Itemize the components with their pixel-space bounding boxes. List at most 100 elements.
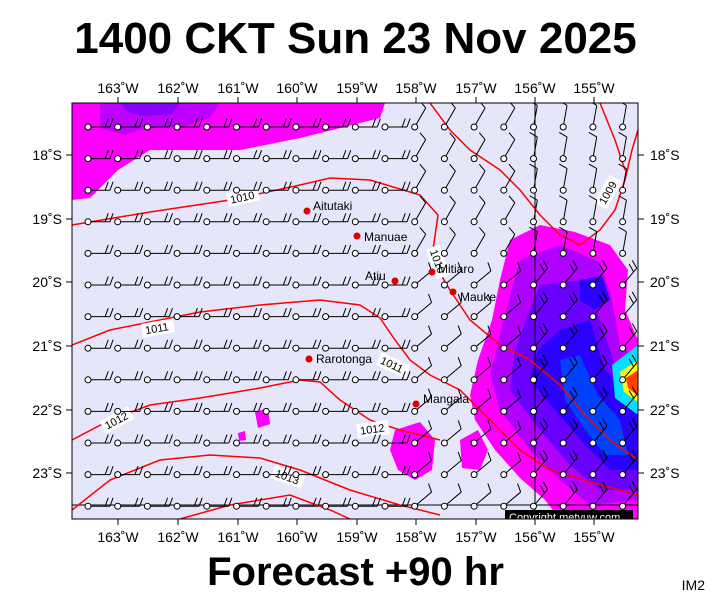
- wind-barb: [84, 149, 114, 163]
- wind-barb: [292, 434, 322, 447]
- wind-barb: [411, 163, 427, 194]
- wind-barb: [173, 244, 203, 257]
- wind-barb: [558, 226, 568, 257]
- wind-barb: [173, 149, 203, 163]
- wind-barb: [411, 293, 433, 321]
- manuae-marker: [353, 232, 361, 240]
- copyright-text: Copyright metvuw.com: [509, 512, 620, 524]
- wind-barb: [440, 195, 456, 226]
- lon-label-bottom: 158˚W: [395, 529, 437, 545]
- wind-barb: [411, 357, 433, 384]
- wind-barb: [500, 103, 516, 131]
- wind-barb: [262, 497, 292, 510]
- wind-barb: [203, 307, 233, 321]
- isobar-label-1011-a: 1011: [144, 321, 169, 337]
- lon-label-top: 160˚W: [276, 80, 318, 96]
- wind-barb: [262, 402, 292, 415]
- wind-barb: [322, 497, 352, 510]
- wind-barb: [530, 386, 549, 415]
- lon-label-bottom: 160˚W: [276, 529, 318, 545]
- wind-barb: [411, 420, 433, 447]
- wind-barb: [381, 465, 411, 479]
- wind-barb: [143, 402, 173, 415]
- wind-barb: [114, 307, 144, 321]
- wind-barb: [470, 388, 492, 415]
- wind-barb: [500, 132, 516, 163]
- wind-barb: [351, 118, 381, 131]
- wind-barb: [530, 481, 549, 510]
- wind-barb: [233, 213, 263, 226]
- wind-barb: [618, 226, 627, 257]
- wind-barb: [84, 307, 114, 321]
- wind-barb: [559, 449, 578, 479]
- wind-barb: [143, 244, 173, 257]
- wind-barb: [619, 291, 638, 321]
- wind-barb: [500, 325, 522, 352]
- wind-barb: [351, 149, 381, 163]
- wind-barb: [381, 276, 411, 289]
- wind-barb: [530, 291, 549, 321]
- wind-barb: [500, 451, 522, 479]
- wind-barb: [322, 181, 352, 194]
- lon-label-bottom: 162˚W: [157, 529, 199, 545]
- wind-barb: [470, 483, 492, 510]
- wind-barb: [233, 434, 263, 447]
- wind-barb: [173, 339, 203, 352]
- wind-barb: [84, 339, 114, 352]
- wind-barb: [203, 118, 233, 131]
- wind-barb: [322, 465, 352, 479]
- wind-barb: [470, 420, 492, 447]
- wind-barb: [411, 388, 433, 415]
- wind-barb: [292, 497, 322, 510]
- wind-barb: [114, 118, 144, 131]
- wind-barb: [470, 195, 486, 226]
- mangaia-label: Mangaia: [423, 392, 469, 406]
- wind-barb: [173, 181, 203, 194]
- isobar-label-box: [141, 318, 175, 338]
- mauke-marker: [449, 288, 457, 296]
- wind-barb: [529, 195, 538, 226]
- wind-barb: [381, 149, 411, 163]
- wind-barb: [440, 388, 462, 415]
- wind-barb: [351, 402, 381, 415]
- isobar-label-box: [356, 419, 390, 439]
- wind-barb: [440, 483, 462, 510]
- mauke-label: Mauke: [460, 290, 496, 304]
- wind-barb: [351, 276, 381, 289]
- lon-label-top: 158˚W: [395, 80, 437, 96]
- wind-barb: [292, 149, 322, 163]
- rarotonga-label: Rarotonga: [316, 352, 372, 366]
- wind-barb: [558, 131, 568, 163]
- wind-barb: [143, 371, 173, 384]
- wind-barb: [529, 163, 538, 194]
- wind-barb: [619, 260, 638, 289]
- wind-barb: [588, 163, 598, 194]
- wind-barb: [233, 149, 263, 163]
- wind-barb: [381, 118, 411, 131]
- wind-barb: [351, 213, 381, 226]
- wind-barb: [114, 339, 144, 352]
- wind-barb: [470, 325, 492, 352]
- wind-barb: [589, 418, 608, 447]
- wind-barb: [233, 465, 263, 479]
- wind-barb: [143, 213, 173, 226]
- map-frame: [71, 102, 639, 520]
- wind-barb: [559, 103, 568, 131]
- wind-barb: [411, 483, 433, 510]
- wind-barb: [173, 213, 203, 226]
- latitude-labels-right: 18˚S 19˚S 20˚S 21˚S 22˚S 23˚S: [650, 147, 680, 481]
- isobar-label-1012-b: 1012: [359, 422, 385, 437]
- lat-label-left: 22˚S: [32, 402, 62, 418]
- lat-label-left: 20˚S: [32, 274, 62, 290]
- wind-barb: [173, 276, 203, 289]
- wind-barb: [559, 354, 578, 384]
- wind-barb: [322, 402, 352, 415]
- lon-label-top: 156˚W: [514, 80, 556, 96]
- wind-barb: [173, 307, 203, 321]
- wind-barb: [440, 132, 456, 163]
- rain-cell-small-2: [238, 431, 246, 441]
- wind-barb: [530, 103, 538, 131]
- wind-barb: [500, 420, 522, 447]
- rain-core-red: [626, 370, 638, 396]
- wind-barb: [262, 149, 292, 163]
